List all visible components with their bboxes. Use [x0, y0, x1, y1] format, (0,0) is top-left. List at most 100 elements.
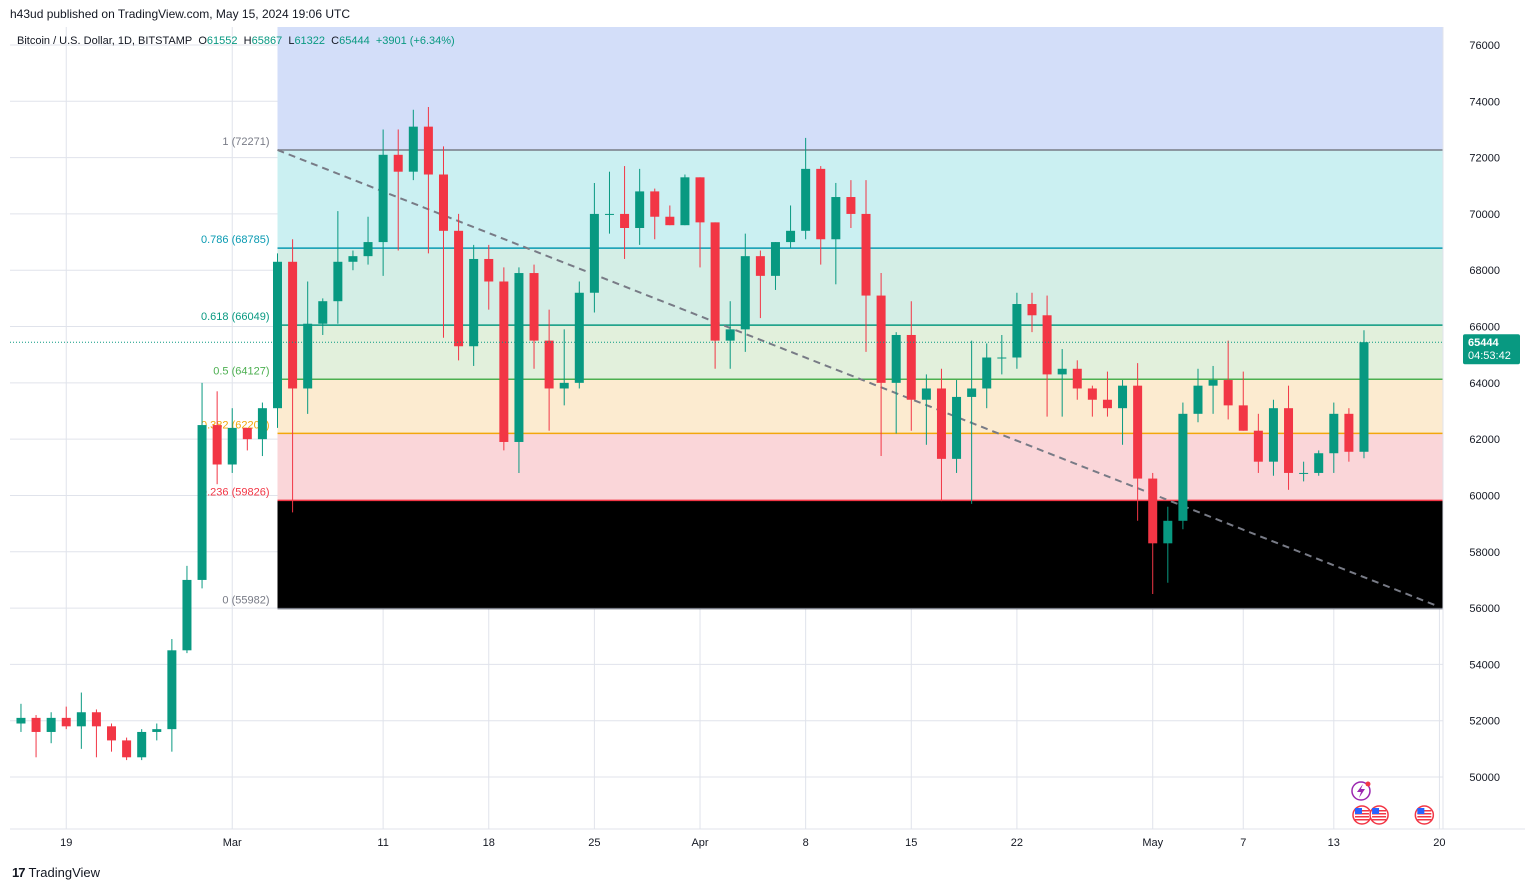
candle	[378, 129, 388, 276]
candle-body	[423, 126, 433, 175]
candle-body	[378, 154, 388, 243]
candle-body	[770, 242, 780, 276]
candle	[107, 723, 117, 752]
candle-body	[16, 717, 26, 724]
x-tick-label: Mar	[223, 837, 242, 849]
high-value: 65867	[251, 35, 283, 47]
y-tick-label: 64000	[1469, 378, 1500, 390]
candle	[635, 168, 645, 245]
candle-body	[997, 357, 1007, 359]
fib-zone	[277, 325, 1443, 380]
candle-body	[529, 273, 539, 341]
candle	[348, 250, 358, 271]
candle-body	[1314, 453, 1324, 473]
candle	[831, 182, 841, 285]
candle	[514, 267, 524, 473]
candle	[559, 329, 569, 406]
flag-canton	[1372, 808, 1380, 814]
low-value: 61322	[294, 35, 326, 47]
candle-body	[1087, 388, 1097, 400]
candle-body	[499, 281, 509, 442]
open-value: 61552	[206, 35, 238, 47]
candle-body	[936, 388, 946, 459]
dashed-trend-line	[277, 149, 1436, 607]
flag-stripe	[1354, 816, 1369, 818]
candle	[952, 380, 962, 473]
axes	[10, 27, 1525, 830]
candle	[76, 692, 86, 749]
candle-body	[906, 334, 916, 400]
candle	[1223, 340, 1233, 420]
fib-zone	[277, 433, 1443, 501]
candlesticks[interactable]	[16, 106, 1369, 761]
candle-body	[152, 729, 162, 732]
candle-body	[695, 177, 705, 223]
candle-body	[967, 388, 977, 397]
brand-name: TradingView	[28, 865, 101, 880]
candle-body	[861, 213, 871, 296]
candle-body	[122, 740, 132, 758]
candle	[46, 712, 56, 744]
y-tick-label: 50000	[1469, 772, 1500, 784]
candle	[333, 211, 343, 324]
candle-body	[137, 731, 147, 758]
candle-body	[725, 329, 735, 341]
lightning-icon	[1351, 781, 1371, 801]
candle-body	[31, 717, 41, 732]
low-key: L	[288, 35, 295, 47]
fibonacci-zones	[277, 27, 1443, 609]
candle-body	[1253, 430, 1263, 462]
candle	[740, 233, 750, 352]
y-tick-label: 74000	[1469, 96, 1500, 108]
candle	[454, 213, 464, 361]
candle	[695, 177, 705, 268]
candle-body	[227, 427, 237, 465]
candle	[1238, 371, 1248, 431]
y-tick-label: 54000	[1469, 659, 1500, 671]
flag-stripe	[1417, 816, 1432, 818]
candle	[1057, 349, 1067, 417]
us-flag-icon	[1352, 805, 1372, 825]
candle-body	[846, 197, 856, 214]
candle	[876, 273, 886, 457]
trend-line[interactable]	[277, 149, 1436, 607]
candle	[91, 709, 101, 758]
candle	[544, 309, 554, 431]
candle	[710, 222, 720, 369]
event-markers[interactable]	[1351, 781, 1435, 825]
candle-body	[438, 174, 448, 231]
candle-body	[891, 334, 901, 383]
candle-body	[288, 261, 298, 389]
fib-level-label: 0.5 (64127)	[213, 365, 269, 377]
candle-body	[242, 427, 252, 440]
us-flag-icon	[1369, 805, 1389, 825]
candle-body	[1208, 380, 1218, 386]
candle-body	[755, 256, 765, 276]
y-tick-label: 56000	[1469, 603, 1500, 615]
candle	[122, 737, 132, 761]
lightning-shape	[1356, 784, 1365, 798]
candle	[620, 166, 630, 259]
candle-body	[303, 323, 313, 389]
candle-body	[1027, 304, 1037, 316]
candle-body	[559, 382, 569, 389]
candle	[303, 281, 313, 414]
candle-body	[801, 168, 811, 231]
y-tick-label: 72000	[1469, 153, 1500, 165]
candle	[936, 368, 946, 502]
candle	[725, 301, 735, 369]
y-tick-label: 70000	[1469, 209, 1500, 221]
candle-body	[454, 230, 464, 347]
candle	[846, 180, 856, 228]
candle	[167, 639, 177, 752]
candle-body	[1148, 478, 1158, 544]
tradingview-brand[interactable]: 17 TradingView	[12, 865, 100, 880]
change-value: +3901 (+6.34%)	[375, 35, 455, 47]
candle	[680, 174, 690, 226]
candle	[1329, 402, 1339, 473]
y-tick-label: 66000	[1469, 322, 1500, 334]
tradingview-logo-icon: 17	[12, 865, 26, 880]
candle	[484, 244, 494, 310]
